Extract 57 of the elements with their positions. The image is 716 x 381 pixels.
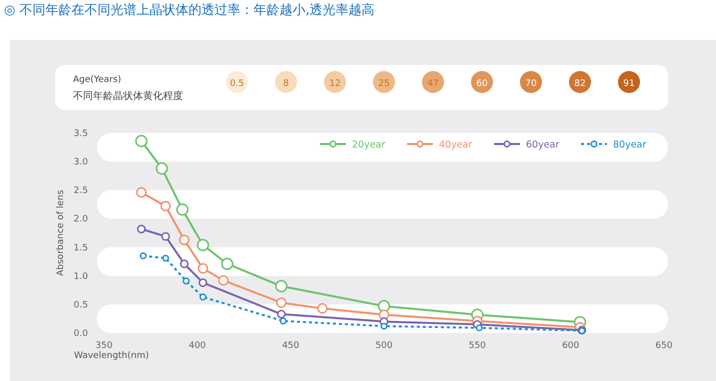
point — [198, 263, 208, 274]
point — [276, 310, 286, 318]
point — [176, 203, 189, 216]
text: 不同年龄晶状体黄化程度 — [73, 90, 183, 102]
y-tick-label: 1.0 — [74, 272, 88, 282]
legend-label: 60year — [526, 140, 560, 150]
point — [140, 252, 147, 260]
y-tick-label: 2.0 — [74, 214, 88, 225]
point — [160, 200, 171, 212]
text: 25 — [378, 79, 390, 89]
text: Age(Years) — [73, 75, 122, 85]
text: 12 — [329, 79, 341, 89]
x-tick-label: 500 — [375, 341, 393, 351]
point — [156, 162, 168, 175]
x-axis-title: Wavelength(nm) — [74, 351, 149, 361]
point — [280, 318, 287, 324]
y-tick-label: 0.5 — [74, 300, 88, 310]
y-tick-label: 3.0 — [74, 158, 88, 168]
y-tick-label: 0.0 — [74, 329, 88, 339]
y-tick-label: 2.5 — [74, 186, 88, 196]
point — [180, 260, 189, 268]
point — [182, 278, 190, 284]
text: 70 — [525, 79, 537, 89]
point — [196, 238, 210, 252]
point — [221, 258, 234, 270]
point — [276, 297, 287, 308]
y-axis-title: Absorbance of lens — [56, 190, 66, 276]
text: 82 — [574, 79, 586, 89]
y-tick-label: 3.5 — [74, 129, 88, 139]
point — [275, 280, 288, 292]
text: 60 — [476, 79, 488, 89]
x-tick-label: 550 — [468, 341, 486, 351]
y-tick-label: 1.5 — [74, 243, 88, 254]
point — [317, 303, 328, 314]
point — [136, 187, 147, 198]
text: 0.5 — [230, 79, 244, 89]
point — [179, 234, 190, 246]
legend-label: 20year — [352, 140, 386, 150]
legend-label: 80year — [613, 140, 646, 150]
text: 8 — [283, 79, 290, 89]
legend-label: 40year — [439, 140, 472, 150]
x-tick-label: 350 — [95, 341, 113, 351]
point — [476, 324, 483, 332]
point — [199, 294, 206, 300]
point — [162, 254, 170, 262]
point — [198, 278, 208, 288]
x-tick-label: 650 — [655, 341, 673, 351]
chart-title: ◎ 不同年龄在不同光谱上晶状体的透过率：年龄越小,透光率越高 — [4, 2, 375, 18]
point — [135, 134, 148, 148]
x-tick-label: 400 — [188, 341, 206, 351]
point — [380, 322, 388, 330]
point — [161, 232, 170, 241]
point — [218, 275, 229, 286]
x-tick-label: 600 — [562, 341, 580, 351]
text: 91 — [623, 79, 635, 89]
x-tick-label: 450 — [282, 341, 300, 351]
point — [136, 224, 146, 234]
